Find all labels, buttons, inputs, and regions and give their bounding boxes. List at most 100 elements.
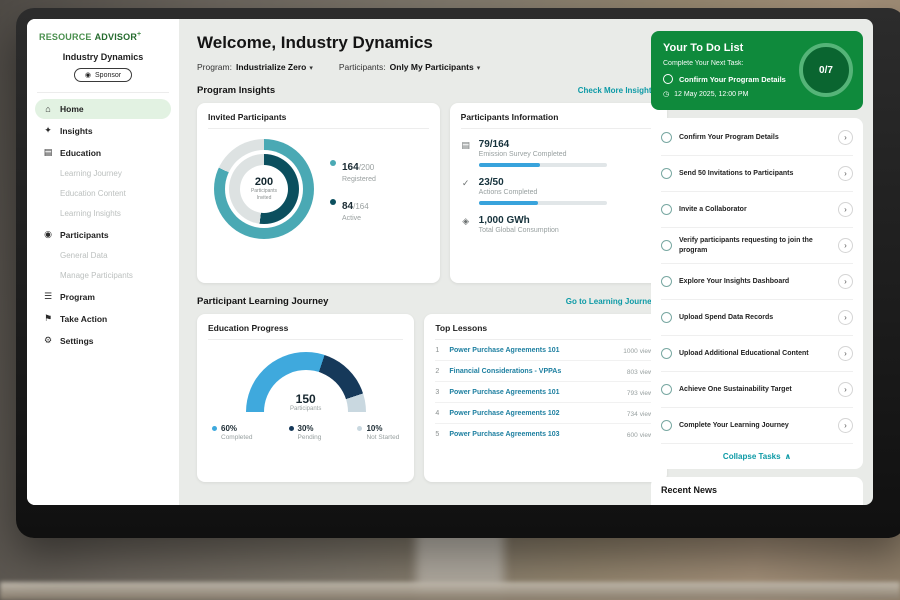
stat-label: Emission Survey Completed: [478, 151, 567, 158]
sidebar-item[interactable]: ▤ Education: [35, 142, 171, 163]
task-checkbox[interactable]: [661, 132, 672, 143]
lesson-row: 1 Power Purchase Agreements 101 1000 view…: [435, 340, 656, 361]
lesson-title-link[interactable]: Financial Considerations - VPPAs: [449, 367, 562, 375]
stat-row: ◈ 1,000 GWh Total Global Consumption: [461, 215, 656, 234]
legend-total: /200: [358, 162, 375, 172]
lesson-title-link[interactable]: Power Purchase Agreements 102: [449, 409, 560, 417]
sidebar-item[interactable]: ☰ Program: [35, 286, 171, 307]
task-checkbox[interactable]: [661, 384, 672, 395]
legend-item: 164/200 Registered: [330, 157, 376, 183]
lesson-title-link[interactable]: Power Purchase Agreements 101: [449, 388, 560, 396]
invited-participants-card-title: Invited Participants: [208, 112, 429, 129]
todo-task-row[interactable]: Explore Your Insights Dashboard ›: [661, 264, 853, 300]
lesson-title-link[interactable]: Power Purchase Agreements 103: [449, 430, 560, 438]
todo-header-card: Your To Do List Complete Your Next Task:…: [651, 31, 863, 110]
sidebar-item-label: Program: [60, 291, 95, 302]
legend-label: Completed: [221, 434, 253, 441]
sidebar-item[interactable]: ✦ Insights: [35, 120, 171, 141]
lesson-views-count: 1000: [623, 347, 638, 355]
todo-due: ◷ 12 May 2025, 12:00 PM: [663, 90, 851, 99]
sidebar-item-label: Education Content: [60, 189, 126, 198]
legend-label: Active: [342, 214, 362, 222]
todo-subtitle: Complete Your Next Task:: [663, 60, 744, 67]
chevron-right-icon[interactable]: ›: [838, 274, 853, 289]
chevron-right-icon[interactable]: ›: [838, 418, 853, 433]
program-filter-dropdown[interactable]: Program: Industrialize Zero ▾: [197, 62, 313, 72]
sidebar-item[interactable]: Manage Participants: [35, 266, 171, 285]
task-checkbox[interactable]: [661, 240, 672, 251]
task-checkbox[interactable]: [661, 420, 672, 431]
task-checkbox[interactable]: [661, 276, 672, 287]
sidebar-item[interactable]: Learning Journey: [35, 164, 171, 183]
program-filter-value: Industrialize Zero: [235, 62, 307, 72]
gauge-center: 150 Participants: [246, 392, 366, 412]
participants-filter-dropdown[interactable]: Participants: Only My Participants ▾: [339, 62, 480, 72]
todo-progress-badge: 0/7: [799, 43, 853, 97]
lesson-views: 600 views: [625, 430, 656, 439]
task-label: Send 50 Invitations to Participants: [679, 169, 794, 177]
lesson-views-label: views: [639, 389, 656, 397]
legend-label: Pending: [297, 434, 322, 441]
lesson-views-label: views: [639, 410, 656, 418]
todo-due-date: 12 May 2025, 12:00 PM: [674, 90, 749, 98]
chevron-right-icon[interactable]: ›: [838, 166, 853, 181]
todo-task-list-card: Confirm Your Program Details › Send 50 I…: [651, 118, 863, 469]
todo-next-task[interactable]: Confirm Your Program Details: [663, 74, 851, 84]
progress-bar-fill: [478, 201, 538, 205]
todo-title: Your To Do List: [663, 42, 744, 54]
chevron-right-icon[interactable]: ›: [838, 238, 853, 253]
monitor-bezel: RESOURCE ADVISOR+ Industry Dynamics ◉ Spo…: [16, 8, 900, 538]
sponsor-badge[interactable]: ◉ Sponsor: [73, 68, 133, 82]
todo-task-row[interactable]: Upload Spend Data Records ›: [661, 300, 853, 336]
sidebar-item[interactable]: Learning Insights: [35, 204, 171, 223]
consumption-icon: ◈: [462, 216, 470, 226]
chevron-right-icon[interactable]: ›: [838, 382, 853, 397]
donut-center: 200 Participants Invited: [240, 165, 288, 213]
stat-row: ✓ 23/50 Actions Completed: [461, 177, 656, 205]
legend-dot: [357, 426, 363, 431]
task-checkbox[interactable]: [661, 312, 672, 323]
task-label: Confirm Your Program Details: [679, 133, 779, 141]
sidebar-item[interactable]: General Data: [35, 246, 171, 265]
sidebar-item[interactable]: ◉ Participants: [35, 224, 171, 245]
task-checkbox[interactable]: [661, 204, 672, 215]
lesson-row: 5 Power Purchase Agreements 103 600 views: [435, 424, 656, 444]
todo-panel: Your To Do List Complete Your Next Task:…: [651, 31, 863, 505]
task-checkbox[interactable]: [663, 74, 673, 84]
sidebar-item[interactable]: ⚑ Take Action: [35, 308, 171, 329]
legend-dot: [288, 426, 294, 431]
chevron-right-icon[interactable]: ›: [838, 310, 853, 325]
stat-label: Total Global Consumption: [478, 227, 559, 234]
todo-task-row[interactable]: Achieve One Sustainability Target ›: [661, 372, 853, 408]
chevron-right-icon[interactable]: ›: [838, 202, 853, 217]
donut-legend: 164/200 Registered 84/164 Active: [330, 157, 376, 222]
task-checkbox[interactable]: [661, 348, 672, 359]
todo-task-row[interactable]: Confirm Your Program Details ›: [661, 120, 853, 156]
sidebar-item[interactable]: ⌂ Home: [35, 99, 171, 119]
sponsor-icon: ◉: [84, 72, 92, 79]
todo-task-row[interactable]: Complete Your Learning Journey ›: [661, 408, 853, 444]
legend-dot: [330, 159, 336, 166]
sidebar-item[interactable]: ⚙ Settings: [35, 330, 171, 351]
survey-icon: ▤: [461, 140, 470, 150]
lesson-rank: 4: [435, 409, 440, 417]
dashboard-screen: RESOURCE ADVISOR+ Industry Dynamics ◉ Spo…: [27, 19, 873, 505]
chevron-right-icon[interactable]: ›: [838, 130, 853, 145]
lesson-title-link[interactable]: Power Purchase Agreements 101: [449, 346, 560, 354]
sidebar-item[interactable]: Education Content: [35, 184, 171, 203]
donut-center-label: Participants Invited: [250, 188, 278, 201]
task-label: Upload Spend Data Records: [679, 313, 774, 321]
task-checkbox[interactable]: [661, 168, 672, 179]
donut-center-value: 200: [254, 176, 274, 189]
legend-dot: [212, 426, 217, 431]
education-icon: ▤: [43, 147, 53, 157]
chevron-down-icon: ▾: [476, 65, 481, 72]
todo-task-row[interactable]: Upload Additional Educational Content ›: [661, 336, 853, 372]
chevron-right-icon[interactable]: ›: [838, 346, 853, 361]
todo-task-row[interactable]: Send 50 Invitations to Participants ›: [661, 156, 853, 192]
collapse-tasks-button[interactable]: Collapse Tasks ∧: [661, 444, 853, 467]
todo-task-row[interactable]: Invite a Collaborator ›: [661, 192, 853, 228]
sidebar-nav: ⌂ Home ✦ Insights ▤ Education: [35, 99, 171, 351]
todo-task-row[interactable]: Verify participants requesting to join t…: [661, 228, 853, 264]
progress-bar-track: [478, 201, 607, 205]
